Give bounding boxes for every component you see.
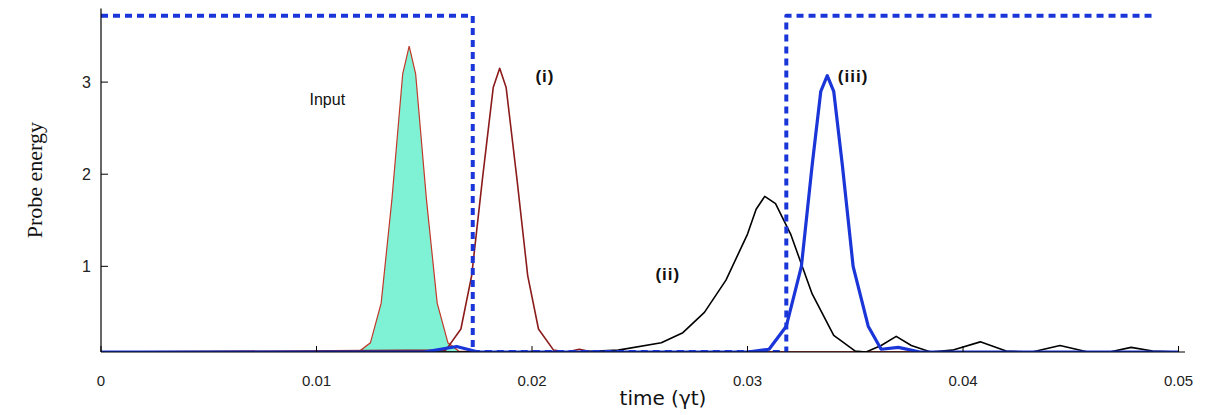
y-tick-label: 1 (82, 258, 91, 275)
plot-area (101, 16, 1179, 352)
area-fill (101, 46, 1179, 352)
series-label: (ii) (655, 265, 680, 284)
x-tick-label: 0.02 (517, 372, 546, 389)
x-tick (747, 346, 748, 352)
y-tick (101, 82, 108, 83)
x-axis (101, 351, 1185, 352)
x-tick-label: 0.03 (733, 372, 762, 389)
y-axis (100, 8, 101, 352)
x-tick (1178, 346, 1179, 352)
series-label: (i) (535, 67, 554, 86)
x-axis-label: time (γt) (620, 386, 707, 410)
x-tick (316, 346, 317, 352)
series-line (101, 76, 1179, 352)
x-tick-label: 0.01 (302, 372, 331, 389)
x-tick (101, 346, 102, 352)
x-tick (532, 346, 533, 352)
y-tick-label: 3 (82, 74, 91, 91)
y-tick-label: 2 (82, 166, 91, 183)
series-line (101, 196, 1179, 352)
x-tick-label: 0.04 (948, 372, 977, 389)
series-label: Input (309, 91, 345, 108)
y-axis-label: Probe energy (22, 122, 47, 238)
series-line (101, 16, 1155, 352)
series-label: (iii) (838, 67, 869, 86)
x-tick-label: 0 (97, 372, 105, 389)
x-tick-label: 0.05 (1164, 372, 1193, 389)
chart: 0 0.01 0.02 0.03 0.04 0.05 1 2 3 time (γt) Probe e… (0, 0, 1224, 415)
area-outline (101, 46, 1179, 352)
y-tick (101, 266, 108, 267)
x-tick (963, 346, 964, 352)
series-line (101, 68, 1179, 352)
y-tick (101, 174, 108, 175)
